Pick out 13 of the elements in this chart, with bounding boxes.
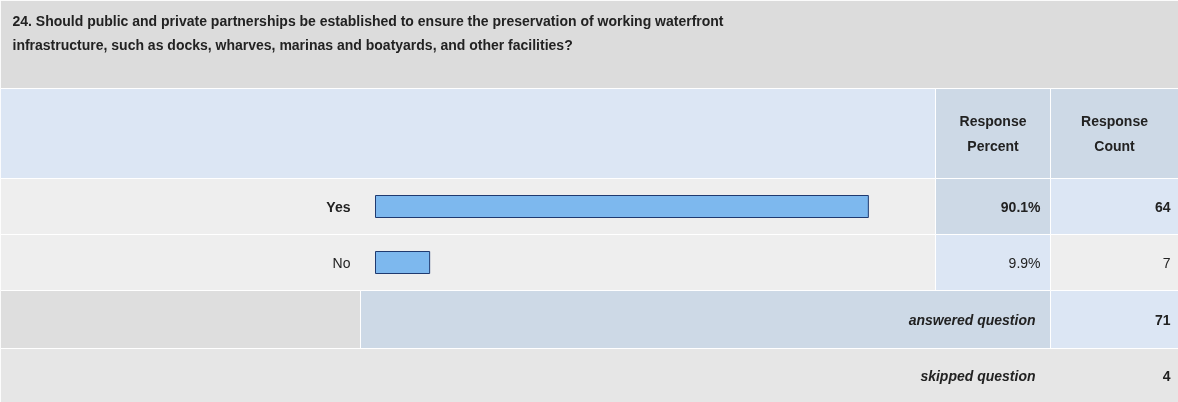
- text: answered question: [908, 311, 1036, 328]
- data-label: 90.1%: [1000, 198, 1042, 215]
- chart-title: 24. Should public and private partnerships be established to ensure the preservation of working waterfront infrastructure, such as docks, wharves, marinas and boatyards, and other facilities?: [12, 12, 724, 53]
- y-tick-label: No: [332, 254, 351, 271]
- text: 7: [1162, 254, 1171, 271]
- y-tick-label: Yes: [326, 198, 351, 215]
- data-label: 9.9%: [1008, 254, 1041, 271]
- text: skipped question: [920, 367, 1036, 384]
- text: 64: [1154, 198, 1171, 215]
- text: 4: [1162, 367, 1171, 384]
- text: Response Count: [1081, 112, 1149, 155]
- text: 71: [1154, 311, 1171, 328]
- text: Response Percent: [959, 112, 1027, 155]
